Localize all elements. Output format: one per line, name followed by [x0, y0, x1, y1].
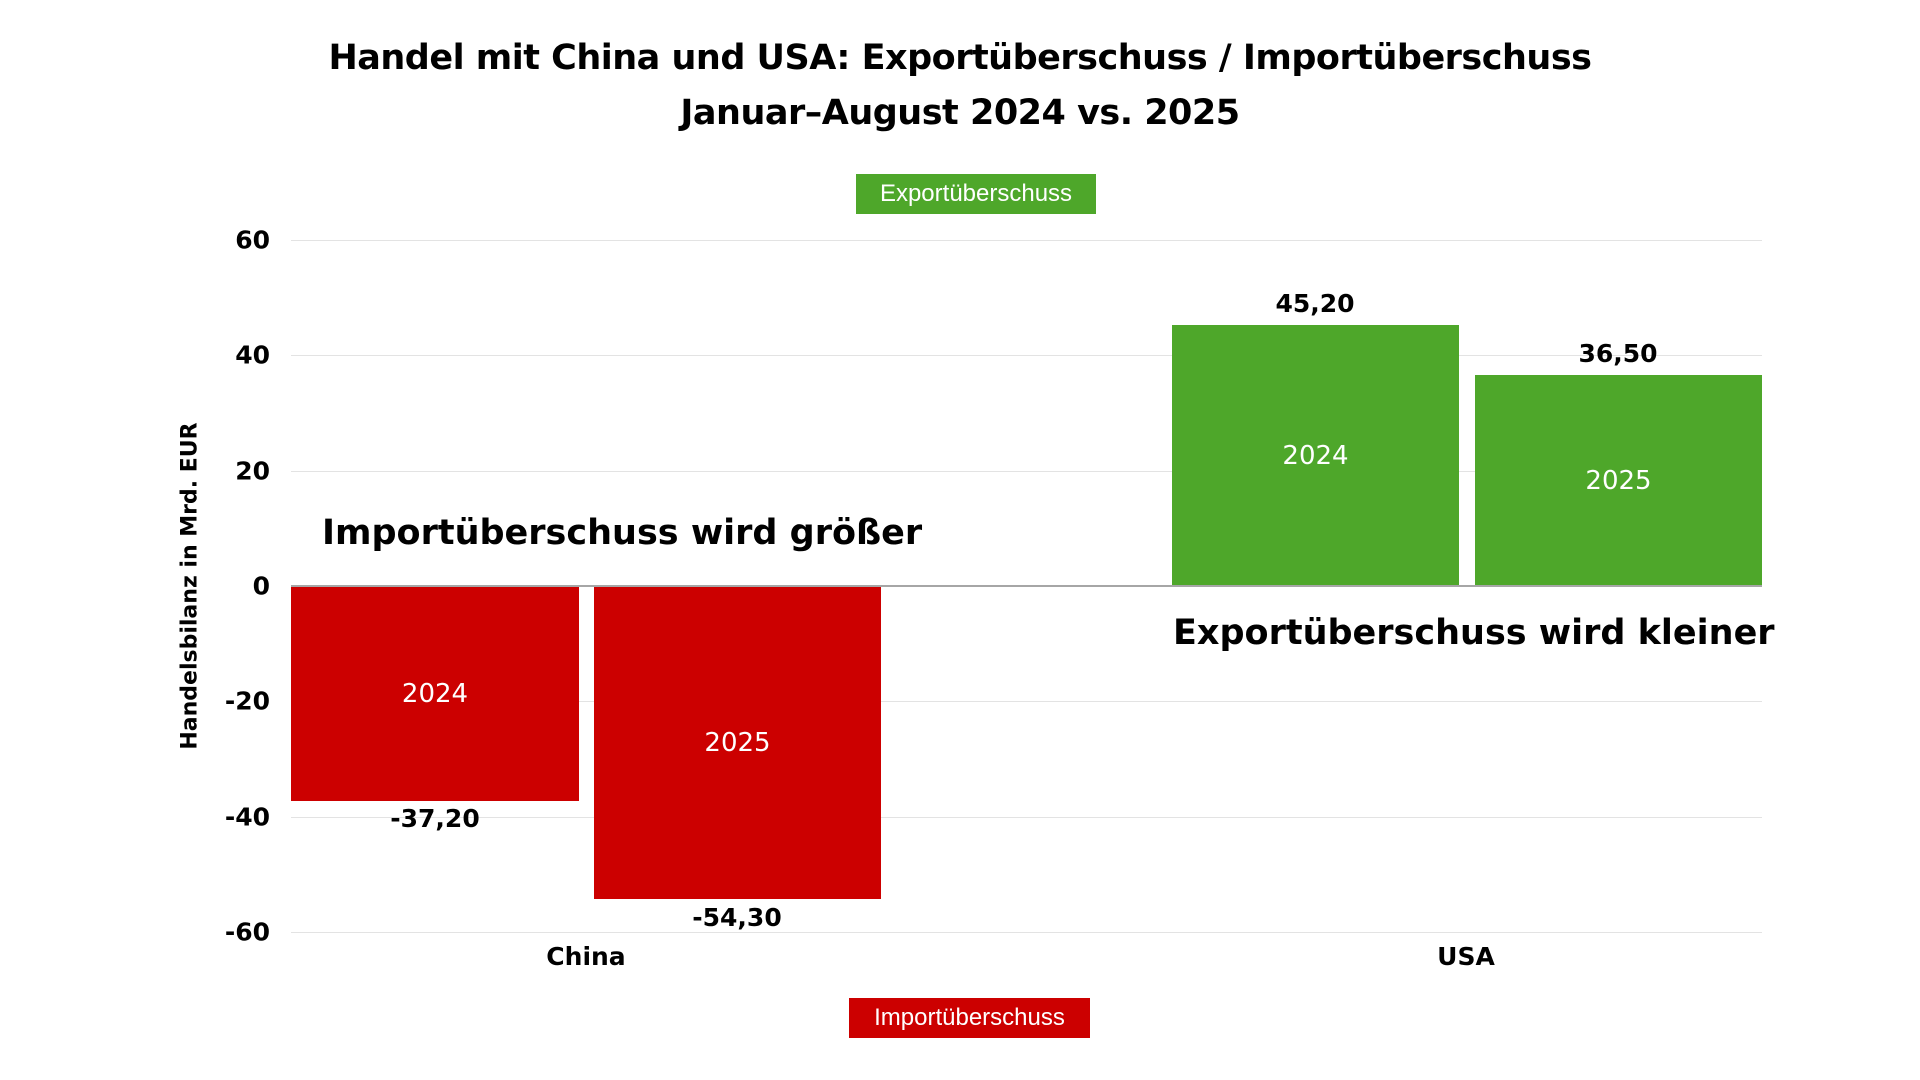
chart-title-line-1: Handel mit China und USA: Exportüberschu…: [328, 38, 1592, 78]
legend-export-surplus: Exportüberschuss: [856, 174, 1096, 214]
gridline-20: [291, 471, 1762, 472]
y-tick--40: -40: [224, 802, 270, 832]
legend-import-surplus: Importüberschuss: [849, 998, 1090, 1038]
y-tick-0: 0: [252, 571, 270, 601]
gridline--20: [291, 701, 1762, 702]
y-tick--60: -60: [224, 917, 270, 947]
bar-year-label: 2024: [401, 678, 469, 709]
gridline--60: [291, 932, 1762, 933]
y-axis-label: Handelsbilanz in Mrd. EUR: [177, 422, 203, 750]
y-tick-20: 20: [235, 456, 270, 486]
value-label-china-2024: -37,20: [390, 804, 480, 833]
y-tick-60: 60: [235, 225, 270, 255]
bar-china-2025: 2025: [594, 586, 881, 899]
bar-usa-2024: 2024: [1172, 325, 1459, 586]
annotation-usa: Exportüberschuss wird kleiner: [1173, 613, 1775, 653]
value-label-china-2025: -54,30: [692, 903, 782, 932]
gridline-60: [291, 240, 1762, 241]
bar-year-label: 2025: [1585, 465, 1652, 496]
bar-year-label: 2024: [1282, 440, 1349, 471]
category-label-usa: USA: [1437, 942, 1495, 971]
y-tick-40: 40: [235, 340, 270, 370]
category-label-china: China: [546, 942, 626, 971]
bar-china-2024: 2024: [291, 586, 579, 801]
bar-usa-2025: 2025: [1475, 375, 1762, 586]
chart-title-line-2: Januar–August 2024 vs. 2025: [680, 93, 1240, 133]
annotation-china: Importüberschuss wird größer: [322, 513, 923, 553]
y-tick--20: -20: [224, 686, 270, 716]
value-label-usa-2024: 45,20: [1275, 289, 1355, 318]
gridline-40: [291, 355, 1762, 356]
gridline--40: [291, 817, 1762, 818]
value-label-usa-2025: 36,50: [1578, 339, 1658, 368]
bar-year-label: 2025: [704, 727, 771, 758]
zero-line: [291, 585, 1762, 587]
